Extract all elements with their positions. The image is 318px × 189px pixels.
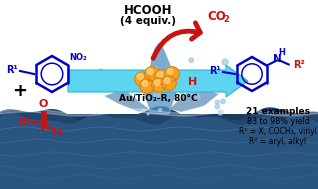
Circle shape [162,76,176,90]
Text: HCOOH: HCOOH [124,5,172,18]
Text: R¹: R¹ [209,66,221,76]
Circle shape [195,94,200,99]
Circle shape [157,71,163,77]
Circle shape [180,92,184,96]
FancyArrow shape [68,65,248,97]
Circle shape [99,69,103,73]
Circle shape [145,67,159,81]
Circle shape [142,109,145,112]
Circle shape [189,58,194,63]
Circle shape [187,88,194,94]
Polygon shape [0,113,318,189]
Polygon shape [169,86,219,112]
Polygon shape [104,89,149,112]
Text: CO: CO [207,11,226,23]
Text: (4 equiv.): (4 equiv.) [120,16,176,26]
Circle shape [193,75,197,79]
Circle shape [147,69,153,74]
Circle shape [137,74,143,80]
Circle shape [155,70,169,84]
Text: N: N [273,53,282,64]
Text: H: H [53,128,63,138]
Circle shape [187,82,192,88]
Circle shape [140,79,154,93]
Text: R² = aryl, alkyl: R² = aryl, alkyl [249,136,307,146]
Circle shape [221,99,225,104]
Circle shape [135,72,149,86]
Polygon shape [0,106,318,189]
Circle shape [148,77,152,81]
Text: H: H [278,48,285,57]
Circle shape [127,87,130,91]
FancyArrowPatch shape [153,23,200,58]
Circle shape [215,105,219,109]
Circle shape [157,74,163,80]
Text: O: O [39,99,48,109]
Circle shape [152,78,166,92]
Circle shape [159,108,162,112]
Circle shape [132,80,135,83]
Circle shape [223,75,225,77]
Circle shape [167,69,173,74]
Text: R²: R² [18,117,30,127]
Circle shape [154,91,160,97]
Circle shape [130,86,136,91]
Polygon shape [0,114,318,189]
Text: R¹ = X, COCH₃, vinyl: R¹ = X, COCH₃, vinyl [239,126,317,136]
Circle shape [222,59,228,65]
Text: R¹: R¹ [6,65,18,75]
Circle shape [117,85,121,89]
Circle shape [155,67,157,69]
Circle shape [147,113,149,115]
Circle shape [113,71,117,75]
Text: 2: 2 [223,15,229,25]
Text: NO₂: NO₂ [70,53,87,62]
Text: +: + [12,82,27,100]
Polygon shape [144,42,177,114]
Circle shape [142,81,148,87]
Text: Au/TiO₂-R, 80°C: Au/TiO₂-R, 80°C [119,94,197,104]
Circle shape [218,110,223,115]
Text: 21 examples: 21 examples [246,106,310,115]
Circle shape [154,80,160,85]
Text: H: H [188,77,197,87]
Circle shape [164,77,170,84]
Circle shape [215,100,219,104]
Circle shape [165,67,179,81]
Text: 83 to 98% yield: 83 to 98% yield [246,116,309,125]
Text: R²: R² [293,60,304,70]
